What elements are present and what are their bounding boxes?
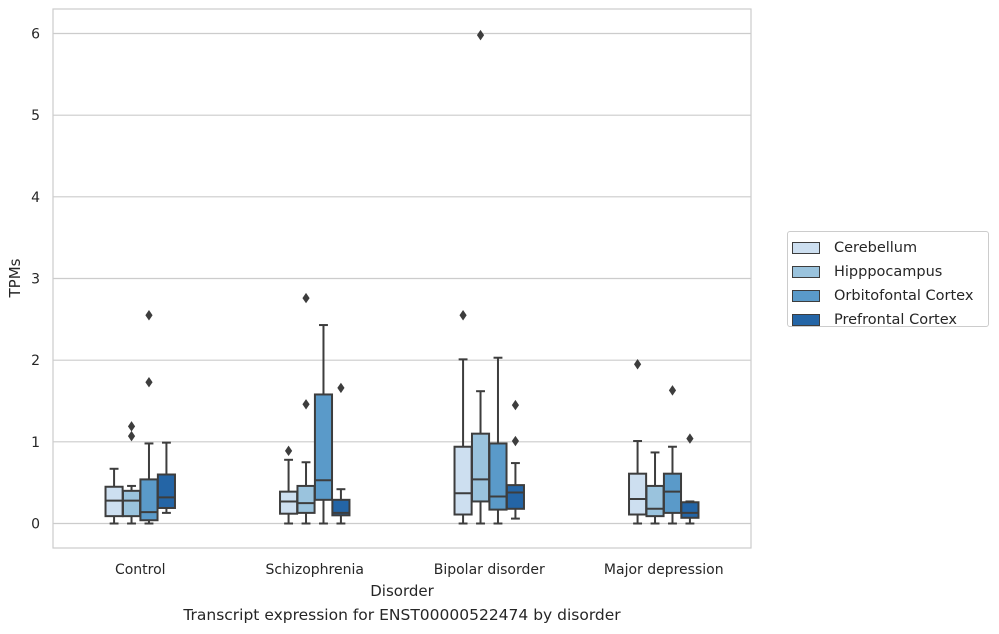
legend-label: Orbitofontal Cortex — [834, 288, 974, 304]
legend-swatch — [792, 314, 820, 326]
box-0-2 — [139, 310, 159, 525]
box-2-3 — [505, 399, 525, 520]
box-iqr — [488, 442, 508, 511]
y-axis-ticks: 0 1 2 3 4 5 6 — [31, 27, 40, 533]
box-iqr — [628, 472, 648, 516]
box-2-2 — [488, 356, 508, 525]
outlier-point — [511, 399, 520, 411]
y-tick-label-5: 5 — [31, 108, 40, 124]
outlier-point — [302, 399, 310, 410]
box-3-0 — [628, 359, 648, 525]
legend-item-1: Hipppocampus — [788, 260, 988, 284]
x-axis-label: Disorder — [370, 582, 434, 600]
box-iqr — [156, 473, 176, 509]
box-3-2 — [662, 385, 683, 525]
outlier-point — [145, 310, 153, 321]
box-0-3 — [156, 441, 176, 514]
x-tick-label-2: Bipolar disorder — [434, 562, 545, 578]
box-iqr — [313, 393, 334, 501]
legend-label: Hipppocampus — [834, 264, 943, 280]
box-iqr — [505, 484, 525, 510]
outlier-point — [511, 435, 520, 447]
y-tick-label-0: 0 — [31, 517, 40, 533]
outlier-point — [476, 29, 485, 41]
outlier-point — [127, 421, 136, 432]
x-axis-ticks: Control Schizophrenia Bipolar disorder Majo… — [115, 562, 724, 578]
box-iqr — [331, 498, 351, 517]
y-tick-label-3: 3 — [31, 272, 40, 288]
box-1-2 — [313, 324, 334, 525]
legend-swatch — [792, 242, 820, 254]
box-iqr — [680, 501, 700, 519]
box-1-1 — [296, 292, 316, 525]
box-iqr — [453, 445, 473, 516]
legend-item-0: Cerebellum — [788, 236, 988, 260]
box-iqr — [279, 490, 299, 515]
box-3-1 — [645, 451, 665, 525]
legend: Cerebellum Hipppocampus Orbitofontal Corte… — [787, 231, 989, 328]
x-tick-label-1: Schizophrenia — [266, 562, 364, 578]
legend-swatch — [792, 266, 820, 278]
legend-label: Cerebellum — [834, 240, 918, 256]
box-plot-marks — [104, 29, 700, 525]
legend-item-3: Prefrontal Cortex — [788, 308, 988, 332]
legend-swatch — [792, 290, 820, 302]
box-1-0 — [279, 445, 299, 525]
box-2-1 — [470, 29, 491, 525]
x-tick-label-0: Control — [115, 562, 166, 578]
outlier-point — [337, 382, 345, 394]
y-axis-label: TPMs — [6, 258, 24, 298]
outlier-point — [668, 385, 677, 396]
outlier-point — [302, 292, 310, 304]
grid-lines — [53, 32, 751, 525]
y-tick-label-6: 6 — [31, 27, 40, 43]
legend-item-2: Orbitofontal Cortex — [788, 284, 988, 308]
box-iqr — [662, 472, 683, 514]
chart-title: Transcript expression for ENST0000052247… — [183, 606, 621, 624]
box-1-3 — [331, 382, 351, 525]
y-tick-label-2: 2 — [31, 353, 40, 369]
outlier-point — [633, 359, 642, 370]
box-0-1 — [121, 421, 142, 525]
y-tick-label-4: 4 — [31, 190, 40, 206]
legend-label: Prefrontal Cortex — [834, 312, 957, 328]
outlier-point — [686, 433, 694, 444]
box-iqr — [139, 478, 159, 522]
outlier-point — [127, 430, 136, 442]
outlier-point — [284, 445, 293, 457]
y-tick-label-1: 1 — [31, 435, 40, 451]
outlier-point — [459, 310, 467, 321]
box-iqr — [470, 432, 491, 503]
box-0-0 — [104, 467, 124, 525]
box-iqr — [296, 484, 316, 514]
x-tick-label-3: Major depression — [604, 562, 724, 578]
box-3-3 — [680, 433, 700, 525]
plot-frame — [52, 8, 752, 549]
box-iqr — [121, 489, 142, 518]
box-iqr — [645, 484, 665, 518]
outlier-point — [145, 377, 153, 388]
box-2-0 — [453, 310, 473, 525]
